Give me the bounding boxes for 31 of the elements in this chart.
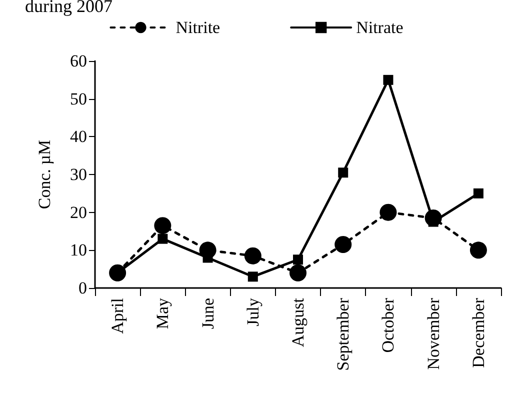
x-tick-label: August: [288, 298, 308, 348]
y-tick-label: 0: [78, 278, 87, 298]
y-tick-label: 30: [70, 165, 87, 184]
point: [154, 217, 172, 234]
y-axis-title: Conc. µM: [35, 140, 54, 210]
point: [158, 234, 168, 244]
x-tick-label: December: [468, 298, 488, 368]
x-tick-label: July: [243, 298, 262, 326]
point: [248, 272, 258, 282]
x-tick-label: October: [378, 298, 398, 353]
x-tick-label: September: [334, 298, 353, 371]
x-tick-label: May: [153, 298, 172, 330]
point: [338, 168, 348, 178]
y-tick-label: 10: [70, 240, 87, 260]
point: [334, 236, 352, 253]
point: [290, 264, 306, 282]
x-tick-label: June: [198, 298, 218, 330]
point: [473, 188, 484, 198]
point: [244, 247, 262, 264]
legend-label: Nitrate: [356, 18, 404, 37]
point: [470, 242, 487, 259]
y-tick-label: 20: [70, 202, 87, 222]
legend-label: Nitrite: [176, 18, 220, 37]
y-tick-label: 50: [70, 89, 87, 108]
point: [380, 204, 397, 221]
y-tick-label: 40: [70, 127, 87, 146]
x-tick-label: April: [108, 298, 128, 334]
point: [383, 74, 394, 85]
point: [293, 254, 303, 265]
x-tick-label: November: [424, 298, 443, 370]
y-tick-label: 60: [70, 52, 87, 70]
